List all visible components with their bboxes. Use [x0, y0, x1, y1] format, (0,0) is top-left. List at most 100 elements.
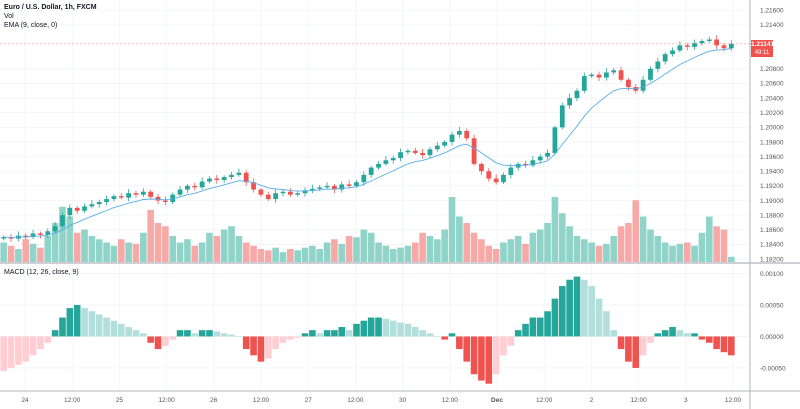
volume-bar: [287, 249, 294, 262]
candle-body: [265, 194, 271, 200]
candle-body: [361, 174, 367, 183]
candle-body: [243, 172, 249, 183]
price-tick-label: 1.20000: [760, 125, 784, 132]
volume-bar: [162, 226, 169, 262]
macd-legend[interactable]: MACD (12, 26, close, 9): [4, 269, 79, 276]
candle-body: [118, 196, 124, 198]
candle-body: [398, 152, 403, 159]
candle-body: [721, 45, 727, 49]
candle-body: [23, 235, 29, 238]
volume-bar: [220, 229, 228, 262]
time-tick-label: 24: [21, 397, 29, 404]
volume-bar: [676, 243, 684, 262]
volume-bar: [206, 232, 213, 262]
macd-bar: [382, 318, 390, 337]
candle-body: [332, 185, 337, 190]
candle-body: [383, 160, 389, 164]
macd-bar: [331, 330, 338, 337]
macd-bar: [125, 327, 132, 337]
time-tick-label: 26: [210, 397, 218, 404]
candle-body: [427, 149, 433, 156]
candle-body: [434, 145, 440, 150]
volume-bar: [639, 216, 647, 262]
volume-bar: [51, 223, 59, 262]
macd-bar: [95, 314, 103, 337]
macd-bar: [434, 336, 441, 337]
macd-bar: [206, 330, 213, 337]
macd-bar: [117, 323, 125, 337]
time-tick-label: Dec: [491, 397, 503, 404]
candle-body: [581, 76, 587, 91]
bar-countdown: 49:11: [751, 49, 773, 57]
macd-bar: [287, 336, 294, 340]
volume-bar: [59, 206, 66, 262]
volume-bar: [698, 232, 706, 262]
time-tick-label: 12:00: [347, 397, 364, 404]
time-tick-label: 12:00: [64, 397, 81, 404]
price-tick-label: 1.19400: [760, 169, 784, 176]
volume-bar: [411, 242, 419, 262]
volume-bar: [522, 243, 529, 262]
candle-body: [449, 134, 455, 142]
macd-bar: [132, 330, 140, 337]
symbol-title[interactable]: Euro / U.S. Dollar, 1h, FXCM: [4, 4, 97, 11]
volume-bar: [514, 236, 522, 262]
candle-body: [192, 185, 198, 188]
volume-legend[interactable]: Vol: [4, 13, 14, 20]
candle-body: [302, 190, 308, 194]
candle-body: [486, 171, 492, 179]
macd-bar: [184, 330, 191, 337]
volume-bar: [250, 245, 257, 262]
volume-bar: [625, 223, 632, 262]
last-price-tag: 1.21141: [751, 40, 775, 49]
macd-bar: [411, 327, 419, 337]
time-tick-label: 12:00: [158, 397, 175, 404]
macd-tick-label: 0.00000: [760, 334, 784, 341]
volume-bar: [184, 239, 191, 262]
volume-bar: [728, 256, 735, 262]
volume-bar: [654, 236, 662, 262]
macd-bar: [345, 330, 353, 337]
volume-bar: [397, 247, 404, 262]
volume-bar: [117, 239, 125, 262]
volume-bar: [382, 245, 390, 262]
volume-bar: [691, 245, 698, 262]
ema-legend[interactable]: EMA (9, close, 0): [4, 22, 58, 29]
macd-bar: [301, 333, 309, 337]
macd-bar: [29, 336, 37, 356]
macd-bar: [235, 336, 243, 337]
macd-bar: [309, 330, 316, 337]
candle-body: [111, 196, 117, 200]
candle-body: [596, 74, 602, 78]
candle-body: [38, 233, 43, 235]
macd-bar: [272, 336, 279, 350]
volume-bar: [147, 210, 154, 262]
volume-bar: [632, 200, 640, 262]
candle-body: [96, 201, 102, 205]
candle-body: [648, 68, 653, 80]
price-tick-label: 1.19200: [760, 183, 784, 190]
volume-bar: [176, 242, 184, 262]
candle-body: [589, 74, 595, 77]
volume-bar: [610, 236, 618, 262]
macd-tick-label: 0.00100: [760, 271, 784, 278]
time-tick-label: 30: [399, 397, 407, 404]
macd-bar: [698, 336, 706, 340]
candle-body: [567, 98, 573, 106]
candle-body: [508, 167, 514, 175]
volume-bar: [331, 239, 338, 262]
macd-bar: [581, 279, 588, 337]
candle-body: [662, 54, 668, 62]
time-tick-label: 12:00: [725, 397, 742, 404]
macd-bar: [213, 331, 221, 337]
candle-body: [133, 193, 139, 195]
volume-bar: [536, 229, 544, 262]
volume-bar: [110, 245, 118, 262]
candle-body: [677, 45, 683, 51]
candle-body: [1, 237, 7, 239]
candle-body: [603, 72, 609, 78]
volume-bar: [242, 242, 250, 262]
macd-bar: [140, 333, 147, 337]
